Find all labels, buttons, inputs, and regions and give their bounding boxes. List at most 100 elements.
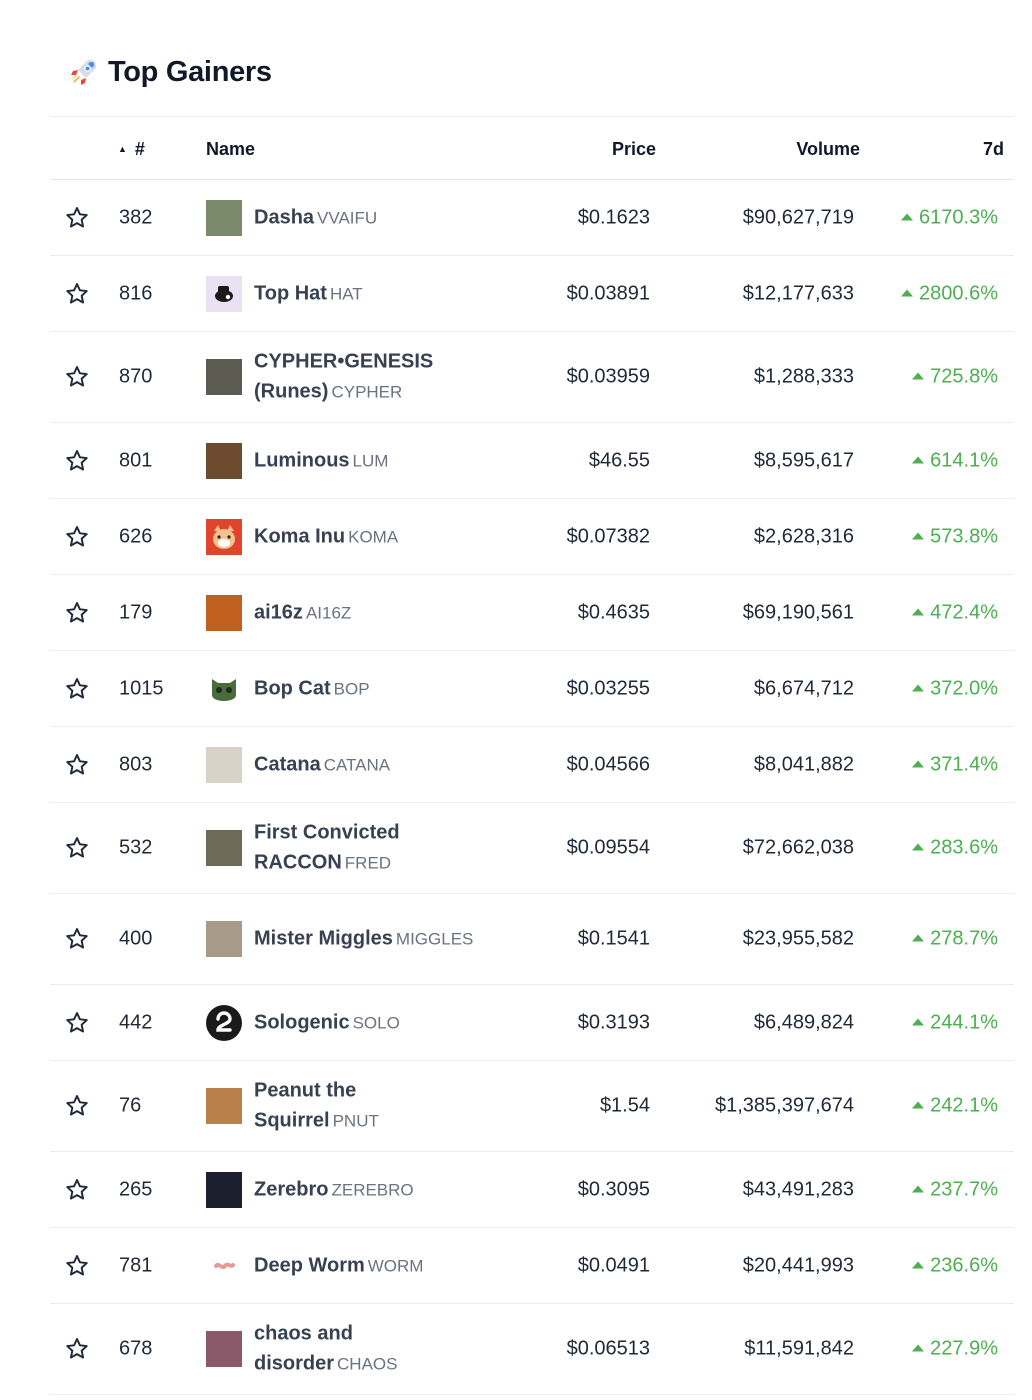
table-row[interactable]: 382 Dasha VVAIFU $0.1623 $90,627,719 6170.3% — [50, 180, 1014, 256]
table-row[interactable]: 781 Deep Worm WORM $0.0491 $20,441,993 236.6% — [50, 1228, 1014, 1304]
volume-column-header[interactable]: Volume — [796, 138, 860, 159]
change-7d-value: 236.6% — [930, 1254, 998, 1276]
change-7d-value: 472.4% — [930, 601, 998, 623]
table-row[interactable]: 442 Sologenic SOLO $0.3193 $6,489,824 244.1% — [50, 985, 1014, 1061]
table-row[interactable]: 179 ai16z AI16Z $0.4635 $69,190,561 472.4% — [50, 575, 1014, 651]
table-row[interactable]: 76 Peanut the Squirrel PNUT $1.54 $1,385,397… — [50, 1061, 1014, 1152]
coin-name[interactable]: Top Hat — [254, 282, 327, 304]
table-row[interactable]: 626 Koma Inu KOMA $0.07382 $2,628,316 573.8% — [50, 499, 1014, 575]
cypher-logo-icon[interactable] — [206, 359, 242, 395]
coin-name[interactable]: Dasha — [254, 206, 315, 228]
koma-inu-logo-icon[interactable] — [206, 518, 242, 555]
coin-name-cell[interactable]: chaos and disorder CHAOS — [254, 1319, 484, 1380]
name-column-header[interactable]: Name — [206, 138, 256, 159]
coin-name-cell[interactable]: Dasha VVAIFU — [254, 202, 484, 233]
rocket-icon — [71, 60, 96, 85]
coin-name[interactable]: Deep Worm — [254, 1254, 365, 1276]
coin-name-cell[interactable]: Koma Inu KOMA — [254, 521, 484, 552]
coin-name[interactable]: Luminous — [254, 449, 350, 471]
table-row[interactable]: 803 Catana CATANA $0.04566 $8,041,882 371.4% — [50, 727, 1014, 803]
rank-number: 801 — [119, 449, 153, 471]
star-icon[interactable] — [64, 926, 90, 952]
top-hat-logo-icon[interactable] — [206, 275, 242, 312]
rank-number: 179 — [119, 601, 153, 623]
volume-value: $90,627,719 — [742, 206, 854, 228]
table-row[interactable]: 400 Mister Miggles MIGGLES $0.1541 $23,955,5… — [50, 894, 1014, 985]
caret-up-icon — [912, 1344, 925, 1352]
chaos-logo-icon[interactable] — [206, 1331, 242, 1367]
coin-name[interactable]: Peanut the Squirrel — [254, 1079, 357, 1132]
coin-name-cell[interactable]: Bop Cat BOP — [254, 673, 484, 704]
price-value: $0.07382 — [566, 525, 650, 547]
price-value: $0.1623 — [577, 206, 650, 228]
coin-name-cell[interactable]: Sologenic SOLO — [254, 1007, 484, 1038]
fred-logo-icon[interactable] — [206, 830, 242, 866]
miggles-logo-icon[interactable] — [206, 921, 242, 957]
coin-name[interactable]: Sologenic — [254, 1011, 350, 1033]
star-icon[interactable] — [64, 524, 90, 550]
star-icon[interactable] — [64, 1336, 90, 1362]
sologenic-logo-icon[interactable] — [206, 1004, 242, 1041]
coin-name[interactable]: Koma Inu — [254, 525, 346, 547]
coin-name[interactable]: ai16z — [254, 601, 303, 623]
table-row[interactable]: 678 chaos and disorder CHAOS $0.06513 $11,59… — [50, 1304, 1014, 1395]
table-row[interactable]: 1015 Bop Cat BOP $0.03255 $6,674,712 372.0% — [50, 651, 1014, 727]
coin-name[interactable]: First Convicted RACCON — [254, 821, 400, 874]
zerebro-logo-icon[interactable] — [206, 1171, 242, 1208]
coin-name[interactable]: Bop Cat — [254, 677, 331, 699]
coin-name-cell[interactable]: Luminous LUM — [254, 445, 484, 476]
catana-logo-icon[interactable] — [206, 746, 242, 783]
price-value: $0.06513 — [566, 1337, 650, 1360]
star-icon[interactable] — [64, 676, 90, 702]
bop-cat-logo-icon[interactable] — [206, 671, 242, 707]
table-row[interactable]: 870 CYPHER•GENESIS (Runes) CYPHER $0.03959 $… — [50, 332, 1014, 423]
coin-name-cell[interactable]: Top Hat HAT — [254, 278, 484, 309]
caret-up-icon — [912, 760, 925, 767]
price-column-header[interactable]: Price — [611, 138, 656, 159]
star-icon[interactable] — [64, 1253, 90, 1279]
table-row[interactable]: 265 Zerebro ZEREBRO $0.3095 $43,491,283 237.7… — [50, 1152, 1014, 1228]
coin-name[interactable]: CYPHER•GENESIS (Runes) — [254, 350, 434, 403]
star-icon[interactable] — [64, 448, 90, 474]
star-icon[interactable] — [64, 1010, 90, 1036]
volume-value: $1,288,333 — [753, 365, 854, 388]
coin-name-cell[interactable]: Peanut the Squirrel PNUT — [254, 1076, 484, 1137]
star-icon[interactable] — [64, 364, 90, 390]
coin-name-cell[interactable]: Zerebro ZEREBRO — [254, 1174, 484, 1205]
coin-name-cell[interactable]: ai16z AI16Z — [254, 597, 484, 628]
star-icon[interactable] — [64, 1093, 90, 1119]
coin-symbol: ZEREBRO — [331, 1180, 414, 1199]
star-icon[interactable] — [64, 1177, 90, 1203]
coin-name-cell[interactable]: Mister Miggles MIGGLES — [254, 924, 484, 955]
change-7d-value: 573.8% — [930, 525, 998, 547]
coin-name[interactable]: chaos and disorder — [254, 1322, 353, 1375]
coin-name[interactable]: Zerebro — [254, 1178, 329, 1200]
table-row[interactable]: 801 Luminous LUM $46.55 $8,595,617 614.1% — [50, 423, 1014, 499]
table-row[interactable]: 532 First Convicted RACCON FRED $0.09554 $72… — [50, 803, 1014, 894]
coin-name[interactable]: Mister Miggles — [254, 927, 393, 950]
change-7d: 725.8% — [912, 366, 998, 389]
dasha-logo-icon[interactable] — [206, 199, 242, 236]
pnut-logo-icon[interactable] — [206, 1088, 242, 1124]
table-row[interactable]: 816 Top Hat HAT $0.03891 $12,177,633 2800.6% — [50, 256, 1014, 332]
star-icon[interactable] — [64, 281, 90, 307]
change-7d-column-header[interactable]: 7d — [982, 138, 1004, 159]
volume-value: $43,491,283 — [742, 1178, 854, 1200]
star-icon[interactable] — [64, 835, 90, 861]
price-value: $0.04566 — [566, 753, 650, 775]
coin-name-cell[interactable]: CYPHER•GENESIS (Runes) CYPHER — [254, 347, 484, 408]
star-icon[interactable] — [64, 752, 90, 778]
coin-name-cell[interactable]: Deep Worm WORM — [254, 1250, 484, 1281]
star-icon[interactable] — [64, 600, 90, 626]
rank-column-header[interactable]: ▲ # — [118, 117, 145, 181]
coin-name-cell[interactable]: Catana CATANA — [254, 749, 484, 780]
coin-name-cell[interactable]: First Convicted RACCON FRED — [254, 818, 484, 879]
luminous-logo-icon[interactable] — [206, 442, 242, 479]
deep-worm-logo-icon[interactable] — [206, 1248, 242, 1284]
star-icon[interactable] — [64, 205, 90, 231]
change-7d-value: 2800.6% — [919, 282, 998, 304]
ai16z-logo-icon[interactable] — [206, 594, 242, 631]
coin-name[interactable]: Catana — [254, 753, 321, 775]
volume-value: $8,595,617 — [753, 449, 854, 471]
coin-symbol: VVAIFU — [317, 208, 378, 227]
